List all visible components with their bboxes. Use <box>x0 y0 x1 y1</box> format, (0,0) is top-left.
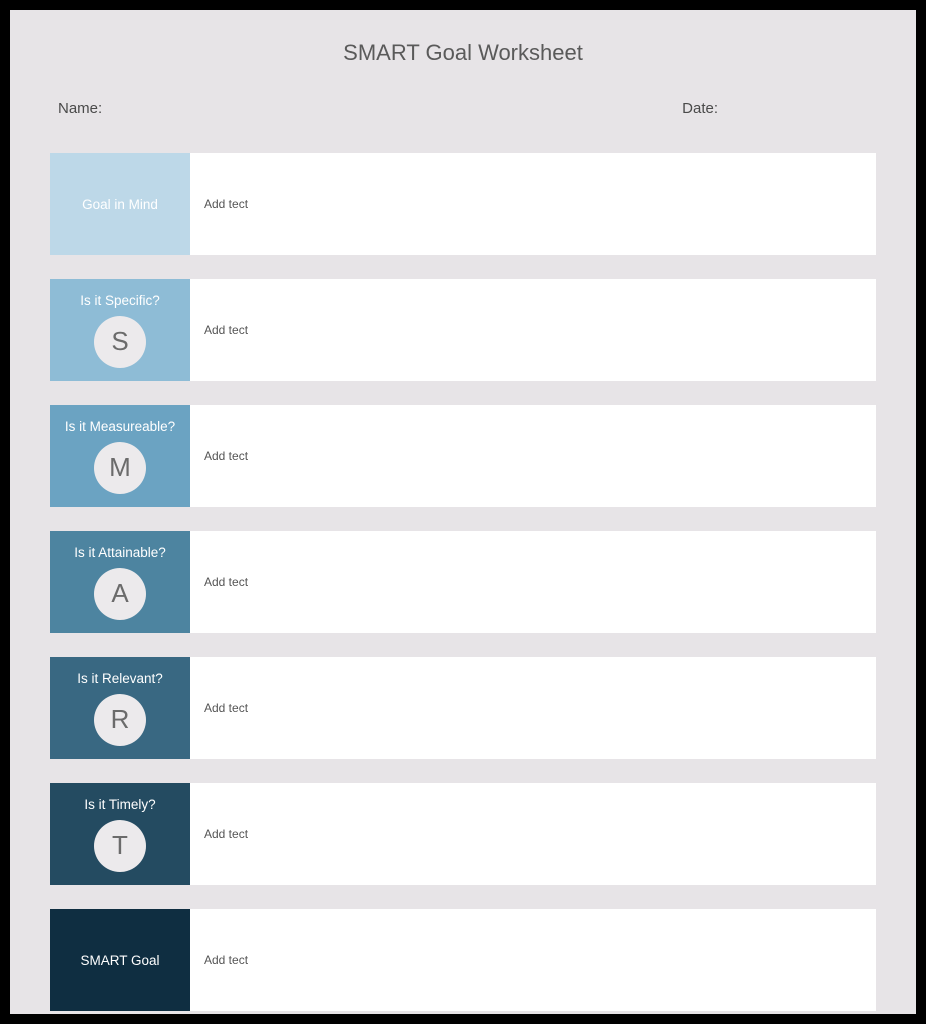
row-tile: Is it Timely? T <box>50 783 190 885</box>
tile-label: Is it Attainable? <box>74 545 166 560</box>
placeholder-text: Add tect <box>204 953 248 967</box>
row-tile: Is it Attainable? A <box>50 531 190 633</box>
tile-label: Is it Relevant? <box>77 671 163 686</box>
row-tile: Is it Specific? S <box>50 279 190 381</box>
row-input-area[interactable]: Add tect <box>190 153 876 255</box>
page-title: SMART Goal Worksheet <box>50 40 876 66</box>
letter-circle: T <box>94 820 146 872</box>
letter-circle: M <box>94 442 146 494</box>
letter: M <box>109 452 131 483</box>
letter: A <box>111 578 128 609</box>
worksheet-row: Is it Measureable? M Add tect <box>50 405 876 507</box>
row-input-area[interactable]: Add tect <box>190 405 876 507</box>
placeholder-text: Add tect <box>204 827 248 841</box>
letter-circle: A <box>94 568 146 620</box>
placeholder-text: Add tect <box>204 575 248 589</box>
worksheet-page: SMART Goal Worksheet Name: Date: Goal in… <box>10 10 916 1014</box>
row-input-area[interactable]: Add tect <box>190 531 876 633</box>
row-tile: Goal in Mind <box>50 153 190 255</box>
letter-circle: S <box>94 316 146 368</box>
letter: R <box>111 704 130 735</box>
worksheet-row: Goal in Mind Add tect <box>50 153 876 255</box>
row-input-area[interactable]: Add tect <box>190 909 876 1011</box>
placeholder-text: Add tect <box>204 197 248 211</box>
tile-label: Is it Measureable? <box>65 419 175 434</box>
worksheet-row: Is it Relevant? R Add tect <box>50 657 876 759</box>
letter: S <box>111 326 128 357</box>
worksheet-row: Is it Specific? S Add tect <box>50 279 876 381</box>
worksheet-row: Is it Attainable? A Add tect <box>50 531 876 633</box>
tile-label: Is it Timely? <box>84 797 155 812</box>
letter-circle: R <box>94 694 146 746</box>
placeholder-text: Add tect <box>204 701 248 715</box>
row-tile: Is it Measureable? M <box>50 405 190 507</box>
row-tile: Is it Relevant? R <box>50 657 190 759</box>
row-input-area[interactable]: Add tect <box>190 657 876 759</box>
worksheet-row: SMART Goal Add tect <box>50 909 876 1011</box>
rows-container: Goal in Mind Add tect Is it Specific? S Add … <box>50 153 876 1011</box>
tile-label: Is it Specific? <box>80 293 160 308</box>
row-input-area[interactable]: Add tect <box>190 783 876 885</box>
placeholder-text: Add tect <box>204 449 248 463</box>
name-label: Name: <box>58 100 102 117</box>
meta-row: Name: Date: <box>50 100 876 117</box>
tile-label: Goal in Mind <box>82 197 158 212</box>
worksheet-row: Is it Timely? T Add tect <box>50 783 876 885</box>
row-input-area[interactable]: Add tect <box>190 279 876 381</box>
date-label: Date: <box>682 100 718 117</box>
placeholder-text: Add tect <box>204 323 248 337</box>
letter: T <box>112 830 128 861</box>
tile-label: SMART Goal <box>80 953 159 968</box>
row-tile: SMART Goal <box>50 909 190 1011</box>
